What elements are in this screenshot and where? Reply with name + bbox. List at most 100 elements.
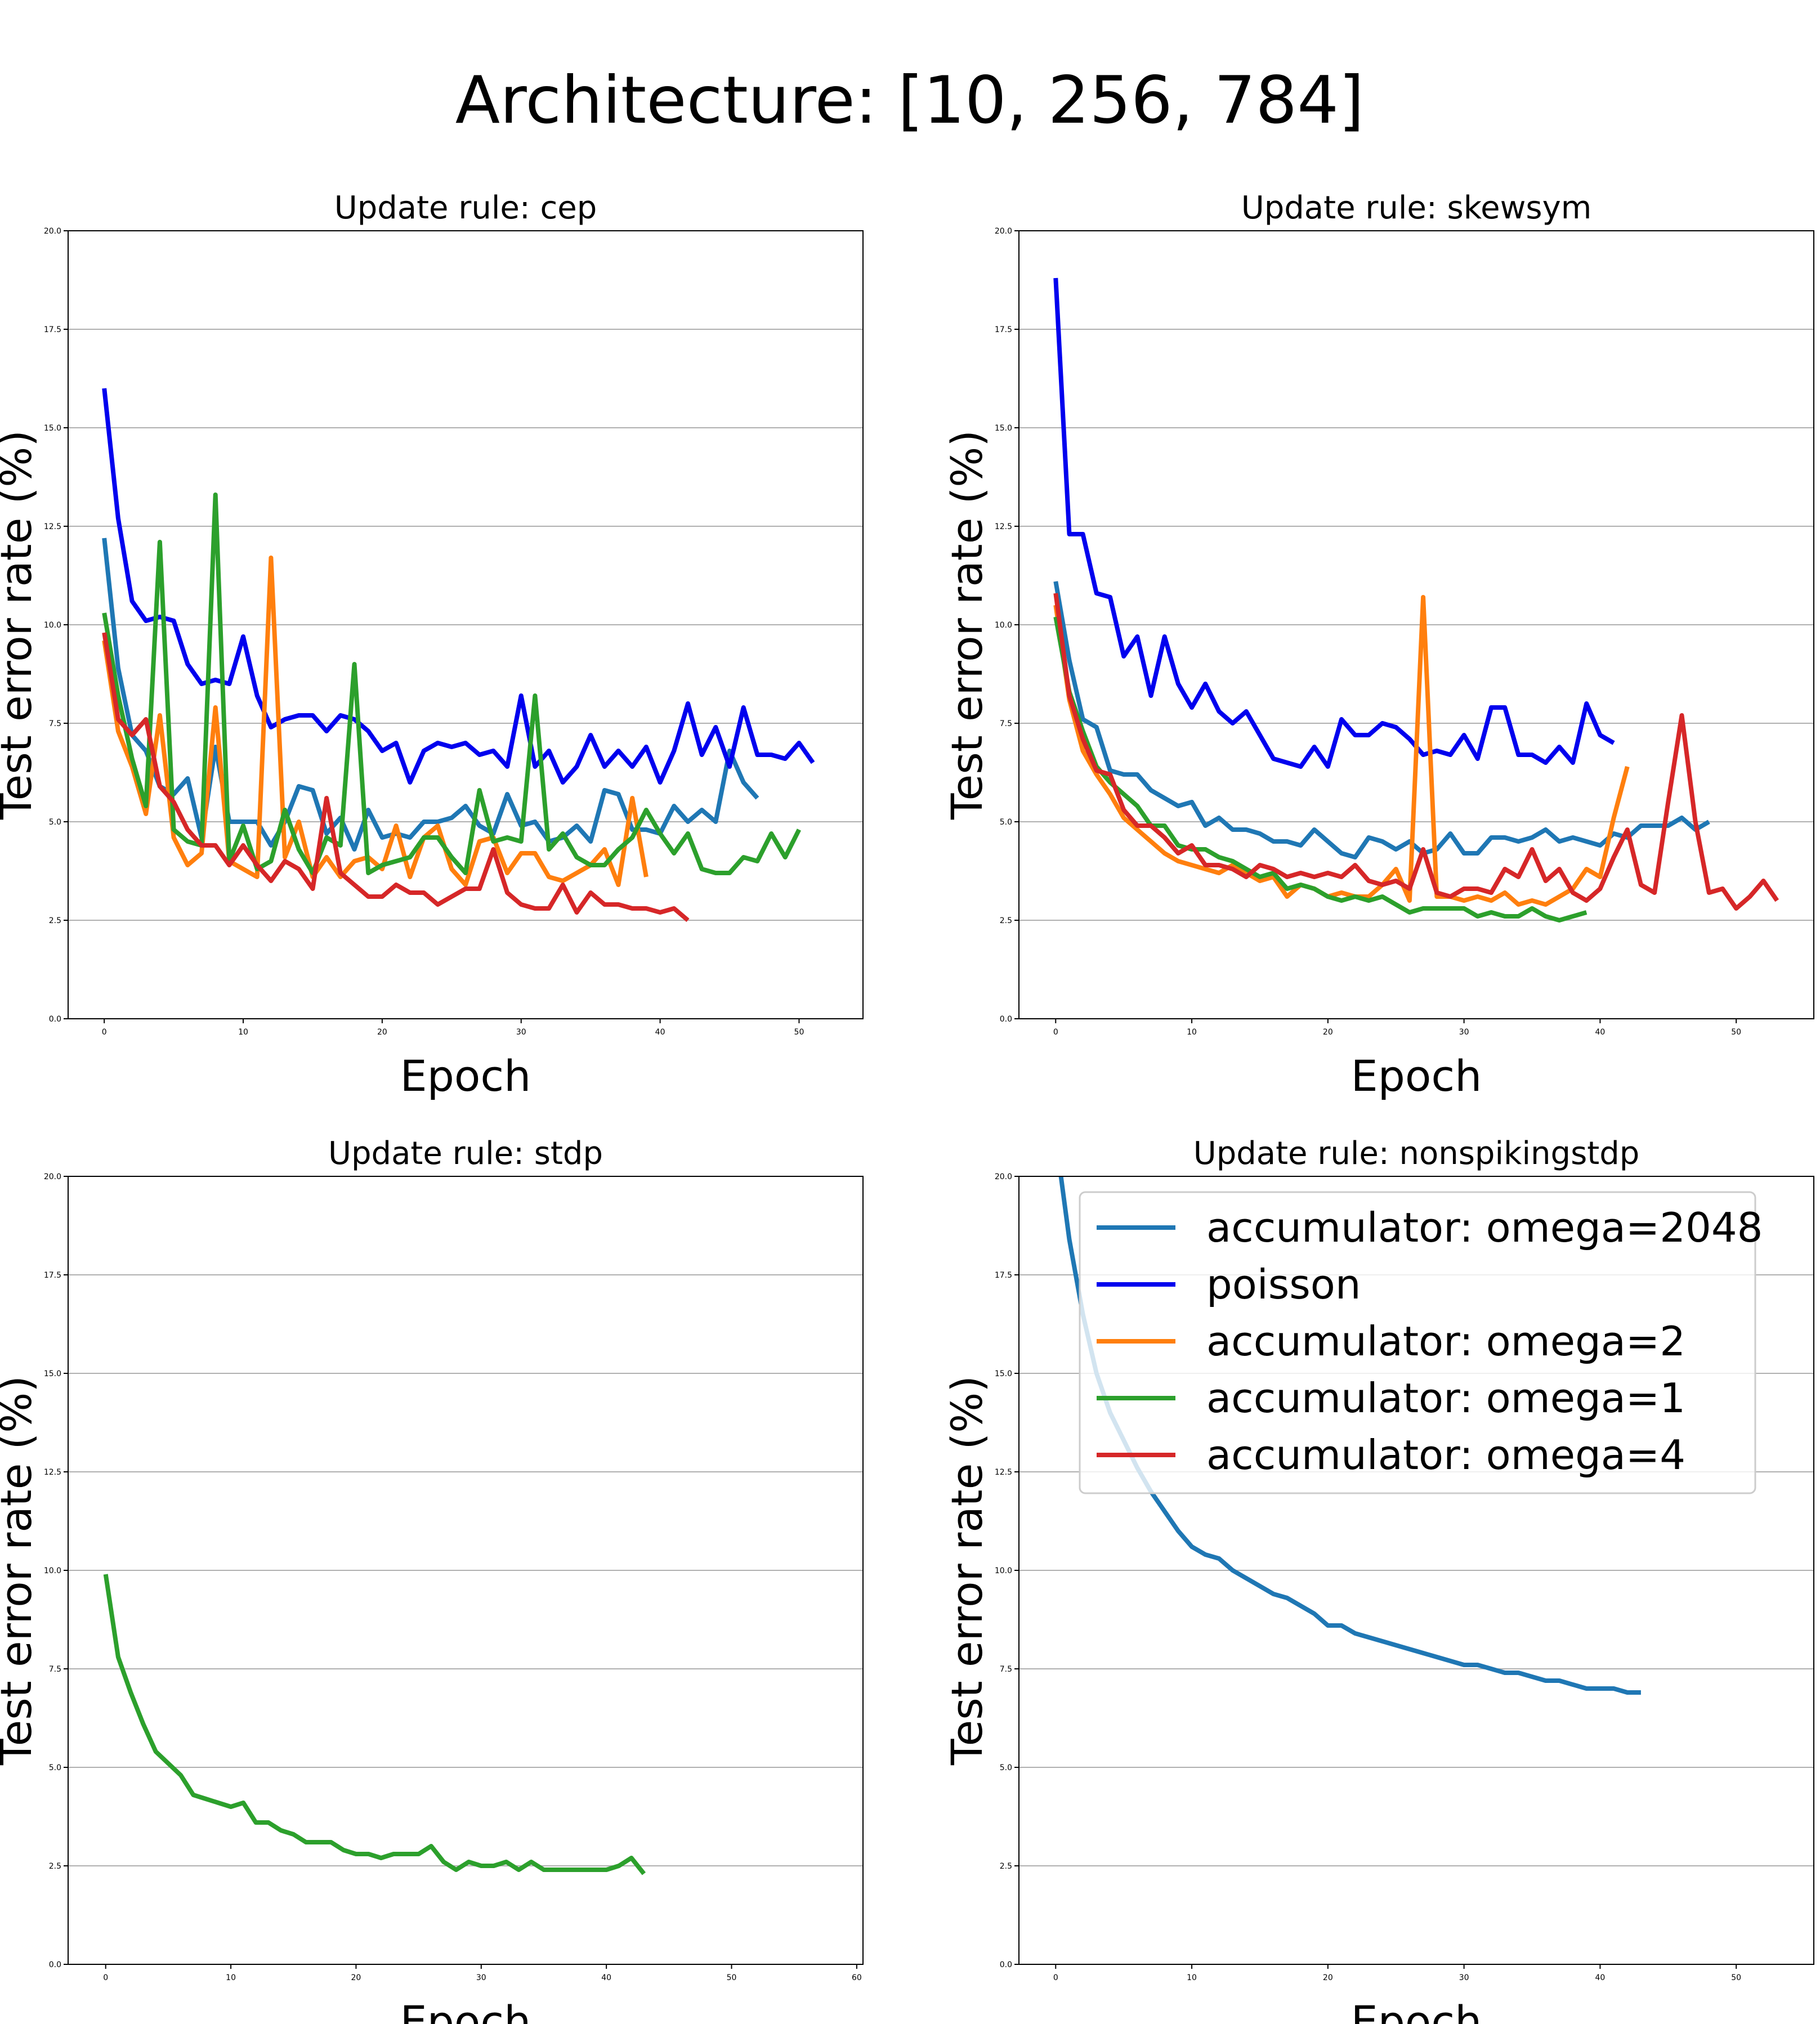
y-tick-label: 5.0 bbox=[49, 818, 61, 827]
y-tick-label: 7.5 bbox=[1000, 719, 1012, 728]
y-tick-label: 0.0 bbox=[49, 1015, 61, 1024]
y-tick-label: 0.0 bbox=[49, 1960, 61, 1969]
series-line-accumulator-omega-4 bbox=[1053, 593, 1779, 911]
y-tick-label: 17.5 bbox=[44, 325, 61, 334]
y-tick-label: 15.0 bbox=[995, 424, 1012, 433]
x-tick-label: 0 bbox=[1053, 1028, 1058, 1037]
axes-frame bbox=[68, 1176, 864, 1965]
x-tick-label: 50 bbox=[1731, 1028, 1741, 1037]
y-tick-label: 15.0 bbox=[44, 1369, 61, 1378]
y-tick-label: 20.0 bbox=[995, 227, 1012, 236]
x-tick-label: 20 bbox=[1323, 1028, 1333, 1037]
x-tick-label: 10 bbox=[1187, 1028, 1197, 1037]
y-tick-label: 2.5 bbox=[49, 1862, 61, 1871]
y-tick-label: 5.0 bbox=[1000, 818, 1012, 827]
y-tick-label: 10.0 bbox=[44, 621, 61, 630]
legend-box bbox=[1079, 1191, 1756, 1494]
series-line-accumulator-omega-2048 bbox=[102, 538, 759, 852]
y-tick-label: 0.0 bbox=[1000, 1960, 1012, 1969]
y-tick-label: 0.0 bbox=[1000, 1015, 1012, 1024]
subplot-title: Update rule: cep bbox=[334, 190, 597, 226]
y-tick-label: 17.5 bbox=[44, 1271, 61, 1280]
x-tick-label: 20 bbox=[351, 1973, 361, 1982]
y-tick-label: 2.5 bbox=[1000, 1862, 1012, 1871]
subplot-2: 0.0 2.5 5.0 7.5 10.0 12.5 15.0 17.5 20.0 0 10 20 30 4… bbox=[0, 1135, 864, 2024]
x-tick-label: 30 bbox=[516, 1028, 526, 1037]
legend-label: accumulator: omega=4 bbox=[1206, 1431, 1685, 1479]
x-axis-label: Epoch bbox=[1351, 1051, 1482, 1101]
y-tick-label: 10.0 bbox=[995, 621, 1012, 630]
x-tick-label: 30 bbox=[476, 1973, 486, 1982]
y-tick-label: 7.5 bbox=[49, 719, 61, 728]
x-tick-label: 40 bbox=[601, 1973, 611, 1982]
x-tick-label: 20 bbox=[1323, 1973, 1333, 1982]
legend: accumulator: omega=2048 poisson accumulato… bbox=[1079, 1191, 1763, 1494]
x-tick-label: 40 bbox=[1595, 1973, 1605, 1982]
x-tick-label: 50 bbox=[727, 1973, 737, 1982]
series-line-accumulator-omega-1 bbox=[1053, 616, 1588, 923]
x-tick-label: 10 bbox=[1187, 1973, 1197, 1982]
y-tick-label: 20.0 bbox=[44, 1172, 61, 1181]
x-tick-label: 0 bbox=[1053, 1973, 1058, 1982]
y-axis-label: Test error rate (%) bbox=[0, 430, 41, 820]
x-tick-label: 50 bbox=[1731, 1973, 1741, 1982]
axes-frame bbox=[1018, 1176, 1814, 1965]
x-tick-label: 60 bbox=[852, 1973, 862, 1982]
series-line-poisson bbox=[1053, 277, 1615, 769]
axes-frame bbox=[68, 230, 864, 1019]
x-tick-label: 30 bbox=[1459, 1028, 1469, 1037]
x-tick-label: 0 bbox=[102, 1028, 107, 1037]
subplot-title: Update rule: stdp bbox=[328, 1135, 603, 1172]
x-axis-label: Epoch bbox=[400, 1051, 531, 1101]
y-tick-label: 15.0 bbox=[44, 424, 61, 433]
legend-label: accumulator: omega=2 bbox=[1206, 1318, 1685, 1365]
y-tick-label: 7.5 bbox=[1000, 1665, 1012, 1674]
y-axis-label: Test error rate (%) bbox=[942, 430, 992, 820]
legend-label: accumulator: omega=2048 bbox=[1206, 1204, 1763, 1251]
legend-label: accumulator: omega=1 bbox=[1206, 1374, 1685, 1422]
subplot-grid: 0.0 2.5 5.0 7.5 10.0 12.5 15.0 17.5 20.0 0 10 20 30 4… bbox=[0, 190, 1814, 2024]
y-axis-label: Test error rate (%) bbox=[0, 1376, 41, 1766]
series-line-accumulator-omega-2 bbox=[102, 556, 649, 887]
subplot-0: 0.0 2.5 5.0 7.5 10.0 12.5 15.0 17.5 20.0 0 10 20 30 4… bbox=[0, 190, 864, 1101]
y-tick-label: 2.5 bbox=[1000, 916, 1012, 925]
subplot-title: Update rule: nonspikingstdp bbox=[1193, 1135, 1640, 1172]
y-tick-label: 12.5 bbox=[995, 1468, 1012, 1477]
subplot-1: 0.0 2.5 5.0 7.5 10.0 12.5 15.0 17.5 20.0 0 10 20 30 4… bbox=[942, 190, 1814, 1101]
y-tick-label: 20.0 bbox=[995, 1172, 1012, 1181]
x-tick-label: 0 bbox=[103, 1973, 108, 1982]
figure-suptitle: Architecture: [10, 256, 784] bbox=[455, 62, 1365, 138]
series-line-accumulator-omega-1 bbox=[103, 1574, 646, 1875]
x-tick-label: 30 bbox=[1459, 1973, 1469, 1982]
x-axis-label: Epoch bbox=[1351, 1996, 1482, 2024]
subplot-title: Update rule: skewsym bbox=[1241, 190, 1592, 226]
x-tick-label: 40 bbox=[1595, 1028, 1605, 1037]
y-tick-label: 2.5 bbox=[49, 916, 61, 925]
y-tick-label: 5.0 bbox=[1000, 1763, 1012, 1772]
y-tick-label: 12.5 bbox=[995, 522, 1012, 531]
x-tick-label: 40 bbox=[655, 1028, 665, 1037]
series-line-accumulator-omega-1 bbox=[102, 492, 801, 875]
y-tick-label: 10.0 bbox=[44, 1566, 61, 1575]
x-tick-label: 10 bbox=[238, 1028, 248, 1037]
x-tick-label: 50 bbox=[794, 1028, 804, 1037]
y-tick-label: 20.0 bbox=[44, 227, 61, 236]
y-tick-label: 7.5 bbox=[49, 1665, 61, 1674]
series-line-accumulator-omega-4 bbox=[102, 632, 690, 923]
series-line-accumulator-omega-2048 bbox=[1058, 1176, 1641, 1695]
y-tick-label: 17.5 bbox=[995, 325, 1012, 334]
series-line-accumulator-omega-2048 bbox=[1053, 581, 1710, 859]
x-tick-label: 10 bbox=[226, 1973, 236, 1982]
x-tick-label: 20 bbox=[377, 1028, 387, 1037]
legend-label: poisson bbox=[1206, 1261, 1361, 1308]
y-tick-label: 10.0 bbox=[995, 1566, 1012, 1575]
y-axis-label: Test error rate (%) bbox=[942, 1376, 992, 1766]
y-tick-label: 12.5 bbox=[44, 1468, 61, 1477]
axes-frame bbox=[1018, 230, 1814, 1019]
y-tick-label: 12.5 bbox=[44, 522, 61, 531]
series-line-accumulator-omega-2 bbox=[1053, 595, 1630, 907]
y-tick-label: 5.0 bbox=[49, 1763, 61, 1772]
subplot-3: 0.0 2.5 5.0 7.5 10.0 12.5 15.0 17.5 20.0 0 10 20 30 4… bbox=[942, 1135, 1814, 2024]
y-tick-label: 15.0 bbox=[995, 1369, 1012, 1378]
